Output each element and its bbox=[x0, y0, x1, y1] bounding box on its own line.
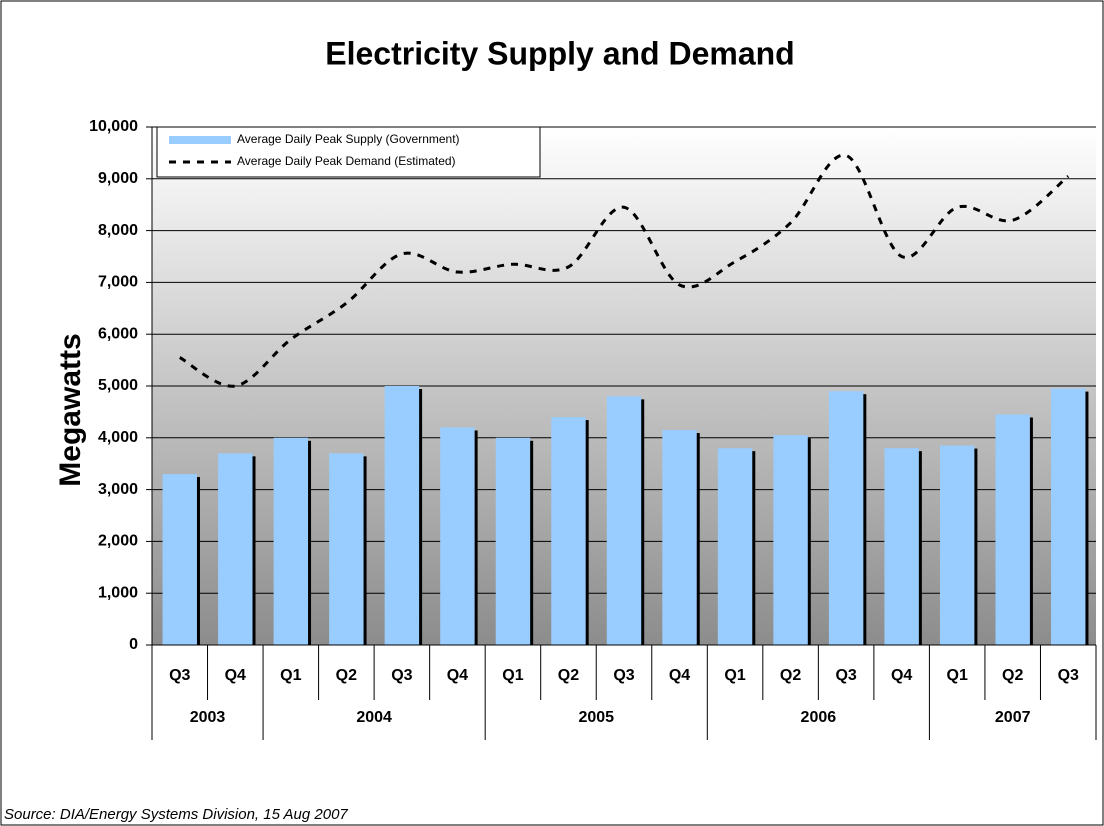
bar bbox=[1051, 388, 1086, 645]
x-tick-label: Q3 bbox=[391, 667, 412, 684]
legend-swatch bbox=[169, 136, 231, 144]
x-tick-label: Q1 bbox=[724, 667, 745, 684]
y-tick-label: 0 bbox=[129, 636, 138, 653]
x-tick-label: Q2 bbox=[1002, 667, 1023, 684]
y-tick-label: 5,000 bbox=[98, 377, 138, 394]
demand-line bbox=[178, 153, 1070, 388]
bar bbox=[329, 453, 364, 645]
year-label: 2004 bbox=[356, 709, 392, 726]
source-note: Source: DIA/Energy Systems Division, 15 … bbox=[4, 806, 348, 823]
x-tick-label: Q2 bbox=[780, 667, 801, 684]
bar bbox=[773, 435, 808, 645]
bar bbox=[218, 453, 253, 645]
x-tick-label: Q4 bbox=[669, 667, 690, 684]
chart-title: Electricity Supply and Demand bbox=[325, 35, 794, 71]
bar bbox=[717, 448, 753, 645]
bar bbox=[384, 386, 420, 645]
y-tick-label: 1,000 bbox=[98, 584, 138, 601]
year-label: 2006 bbox=[801, 709, 837, 726]
x-tick-label: Q3 bbox=[613, 667, 634, 684]
y-axis-label: Megawatts bbox=[54, 333, 87, 486]
bar bbox=[662, 430, 697, 645]
x-tick-label: Q3 bbox=[169, 667, 190, 684]
x-tick-label: Q1 bbox=[280, 667, 301, 684]
bar bbox=[551, 417, 586, 645]
y-tick-label: 3,000 bbox=[98, 481, 138, 498]
y-tick-label: 10,000 bbox=[89, 118, 138, 135]
x-tick-label: Q2 bbox=[558, 667, 579, 684]
year-label: 2005 bbox=[578, 709, 614, 726]
year-label: 2007 bbox=[995, 709, 1031, 726]
bar bbox=[995, 414, 1030, 645]
y-tick-label: 8,000 bbox=[98, 222, 138, 239]
legend-label: Average Daily Peak Supply (Government) bbox=[237, 132, 460, 146]
y-tick-label: 6,000 bbox=[98, 325, 138, 342]
y-tick-label: 2,000 bbox=[98, 533, 138, 550]
x-tick-label: Q4 bbox=[447, 667, 468, 684]
x-tick-label: Q4 bbox=[225, 667, 246, 684]
legend-label: Average Daily Peak Demand (Estimated) bbox=[237, 154, 456, 168]
y-tick-label: 4,000 bbox=[98, 429, 138, 446]
bar bbox=[884, 448, 919, 645]
x-tick-label: Q3 bbox=[835, 667, 856, 684]
x-tick-label: Q3 bbox=[1058, 667, 1079, 684]
bar bbox=[606, 396, 642, 645]
bar bbox=[828, 391, 864, 645]
bar bbox=[495, 437, 531, 645]
bar bbox=[440, 427, 475, 645]
legend-box bbox=[156, 126, 541, 178]
x-tick-label: Q1 bbox=[947, 667, 968, 684]
y-tick-label: 7,000 bbox=[98, 274, 138, 291]
bar bbox=[939, 445, 975, 645]
x-tick-label: Q1 bbox=[502, 667, 523, 684]
y-tick-label: 9,000 bbox=[98, 170, 138, 187]
x-tick-label: Q4 bbox=[891, 667, 912, 684]
x-tick-label: Q2 bbox=[336, 667, 357, 684]
bar bbox=[273, 437, 309, 645]
bar bbox=[162, 474, 197, 645]
year-label: 2003 bbox=[190, 709, 226, 726]
